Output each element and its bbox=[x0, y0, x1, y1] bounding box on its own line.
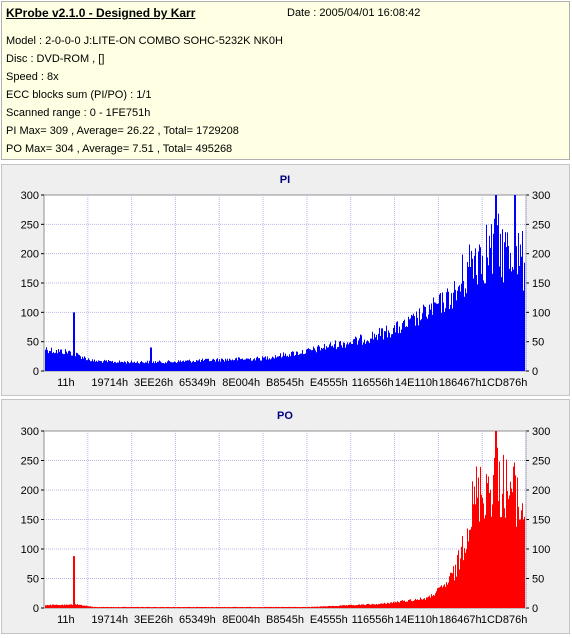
po-chart: PO 0 0 50 50 100 100 150 150 200 200 250 250 300 300 11… bbox=[21, 410, 551, 626]
y-tick-label-right: 50 bbox=[532, 337, 544, 349]
x-tick-label: 14E110h bbox=[395, 377, 438, 389]
x-tick-label: 19714h bbox=[91, 614, 128, 626]
y-tick-label-right: 300 bbox=[532, 190, 550, 202]
bar-series bbox=[45, 195, 525, 371]
x-tick-label: E4555h bbox=[310, 614, 348, 626]
y-tick-label-right: 0 bbox=[532, 603, 538, 615]
y-tick-label-right: 0 bbox=[532, 366, 538, 378]
model-line: Model : 2-0-0-0 J:LITE-ON COMBO SOHC-523… bbox=[6, 35, 283, 47]
y-tick-label-right: 100 bbox=[532, 307, 550, 319]
y-tick-label: 150 bbox=[21, 515, 39, 527]
y-tick-label: 0 bbox=[33, 366, 39, 378]
x-tick-label: 8E004h bbox=[222, 377, 260, 389]
info-panel: KProbe v2.1.0 - Designed by Karr Date : … bbox=[1, 1, 570, 160]
y-tick-label: 300 bbox=[21, 190, 39, 202]
y-tick-label-right: 150 bbox=[532, 515, 550, 527]
y-tick-label-right: 200 bbox=[532, 485, 550, 497]
x-tick-label: 65349h bbox=[179, 614, 216, 626]
y-tick-label: 100 bbox=[21, 307, 39, 319]
po-chart-panel: PO 0 0 50 50 100 100 150 150 200 200 250 250 300 300 11… bbox=[1, 399, 570, 634]
speed-line: Speed : 8x bbox=[6, 71, 59, 83]
disc-line: Disc : DVD-ROM , [] bbox=[6, 53, 105, 65]
app-title: KProbe v2.1.0 - Designed by Karr bbox=[6, 6, 196, 20]
x-tick-label: 3EE26h bbox=[134, 614, 173, 626]
chart-title: PO bbox=[277, 410, 293, 422]
y-tick-label: 200 bbox=[21, 485, 39, 497]
y-tick-label: 250 bbox=[21, 219, 39, 231]
x-tick-label: 8E004h bbox=[222, 614, 260, 626]
x-tick-label: 116556h bbox=[352, 377, 394, 389]
pi-summary-line: PI Max= 309 , Average= 26.22 , Total= 17… bbox=[6, 125, 239, 137]
y-tick-label-right: 50 bbox=[532, 574, 544, 586]
y-tick-label: 0 bbox=[33, 603, 39, 615]
pi-chart: PI 0 0 50 50 100 100 150 150 200 200 250 250 300 300 11… bbox=[21, 174, 551, 389]
y-tick-label-right: 250 bbox=[532, 456, 550, 468]
scan-date: Date : 2005/04/01 16:08:42 bbox=[287, 7, 421, 19]
x-tick-label: 186467h bbox=[439, 614, 482, 626]
y-tick-label: 200 bbox=[21, 249, 39, 261]
y-tick-label-right: 100 bbox=[532, 544, 550, 556]
range-line: Scanned range : 0 - 1FE751h bbox=[6, 107, 151, 119]
y-tick-label: 300 bbox=[21, 426, 39, 438]
y-tick-label: 100 bbox=[21, 544, 39, 556]
x-tick-label: 116556h bbox=[352, 614, 394, 626]
x-tick-label: 11h bbox=[57, 614, 75, 626]
x-tick-label: E4555h bbox=[310, 377, 348, 389]
y-tick-label-right: 200 bbox=[532, 249, 550, 261]
x-tick-label: B8545h bbox=[266, 377, 304, 389]
ecc-line: ECC blocks sum (PI/PO) : 1/1 bbox=[6, 89, 152, 101]
x-tick-label: 65349h bbox=[179, 377, 216, 389]
x-tick-label: 14E110h bbox=[395, 614, 438, 626]
y-tick-label: 250 bbox=[21, 456, 39, 468]
y-tick-label: 50 bbox=[27, 337, 39, 349]
x-tick-label: 1CD876h bbox=[481, 377, 527, 389]
x-tick-label: B8545h bbox=[266, 614, 304, 626]
y-tick-label-right: 150 bbox=[532, 278, 550, 290]
y-tick-label: 50 bbox=[27, 574, 39, 586]
x-tick-label: 186467h bbox=[439, 377, 482, 389]
y-tick-label-right: 300 bbox=[532, 426, 550, 438]
po-summary-line: PO Max= 304 , Average= 7.51 , Total= 495… bbox=[6, 143, 233, 155]
x-tick-label: 11h bbox=[57, 377, 75, 389]
y-tick-label-right: 250 bbox=[532, 219, 550, 231]
pi-chart-panel: PI 0 0 50 50 100 100 150 150 200 200 250 250 300 300 11… bbox=[1, 164, 570, 396]
bar-series bbox=[45, 431, 525, 608]
chart-title: PI bbox=[280, 174, 290, 186]
x-tick-label: 1CD876h bbox=[481, 614, 527, 626]
x-tick-label: 19714h bbox=[91, 377, 128, 389]
y-tick-label: 150 bbox=[21, 278, 39, 290]
x-tick-label: 3EE26h bbox=[134, 377, 173, 389]
